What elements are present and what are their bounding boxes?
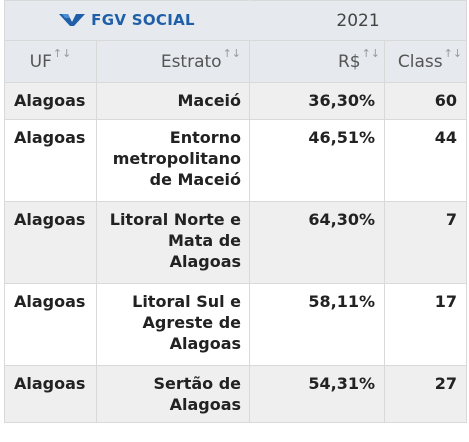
column-header-label: R$ [337,51,361,72]
column-header-row: UF ↑ ↓ Estrato ↑ ↓ R$ ↑ ↓ Class ↑ ↓ [4,40,468,83]
cell-estrato: Sertão de Alagoas [95,365,251,423]
cell-class: 17 [384,283,468,366]
table-row: Alagoas Maceió 36,30% 60 [4,82,468,120]
column-header-estrato[interactable]: Estrato ↑ ↓ [95,40,251,83]
fgv-logo-icon [59,13,86,26]
sort-arrows-icon[interactable]: ↑ ↓ [443,46,463,60]
cell-class: 60 [384,82,468,120]
cell-class: 27 [384,365,468,423]
cell-uf: Alagoas [4,119,97,202]
cell-value: 54,31% [249,365,386,423]
cell-uf: Alagoas [4,365,97,423]
data-table: FGV SOCIAL 2021 UF ↑ ↓ Estrato ↑ ↓ R$ [3,0,468,423]
cell-estrato: Maceió [95,82,251,120]
cell-uf: Alagoas [4,201,97,284]
column-header-uf[interactable]: UF ↑ ↓ [4,40,97,83]
cell-value: 58,11% [249,283,386,366]
cell-estrato: Litoral Sul e Agreste de Alagoas [95,283,251,366]
cell-class: 7 [384,201,468,284]
brand-logo: FGV SOCIAL [59,11,195,29]
column-header-rs[interactable]: R$ ↑ ↓ [249,40,386,83]
table-row: Alagoas Litoral Norte e Mata de Alagoas … [4,201,468,284]
column-header-class[interactable]: Class ↑ ↓ [384,40,468,83]
table-row: Alagoas Litoral Sul e Agreste de Alagoas… [4,283,468,366]
cell-estrato: Litoral Norte e Mata de Alagoas [95,201,251,284]
cell-uf: Alagoas [4,82,97,120]
cell-class: 44 [384,119,468,202]
cell-estrato: Entorno metropolitano de Maceió [95,119,251,202]
sort-arrows-icon[interactable]: ↑ ↓ [222,46,242,60]
sort-arrows-icon[interactable]: ↑ ↓ [52,46,72,60]
data-table-container: FGV SOCIAL 2021 UF ↑ ↓ Estrato ↑ ↓ R$ [3,0,468,423]
cell-value: 36,30% [249,82,386,120]
cell-value: 46,51% [249,119,386,202]
cell-value: 64,30% [249,201,386,284]
year-header: 2021 [249,0,468,41]
sort-arrows-icon[interactable]: ↑ ↓ [361,46,381,60]
table-row: Alagoas Entorno metropolitano de Maceió … [4,119,468,202]
header-top-row: FGV SOCIAL 2021 [3,0,468,41]
column-header-label: Class [397,51,443,72]
table-row: Alagoas Sertão de Alagoas 54,31% 27 [4,365,468,423]
cell-uf: Alagoas [4,283,97,366]
column-header-label: Estrato [160,51,222,72]
column-header-label: UF [29,51,52,72]
brand-name: FGV SOCIAL [91,10,195,29]
brand-cell: FGV SOCIAL [3,0,251,41]
